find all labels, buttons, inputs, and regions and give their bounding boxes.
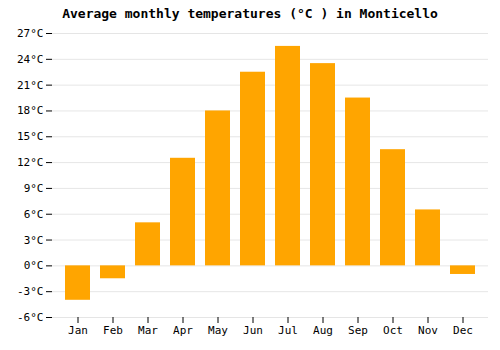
svg-text:Aug: Aug [313,324,333,337]
svg-text:27°C: 27°C [17,27,44,40]
svg-text:Feb: Feb [103,324,123,337]
svg-text:Mar: Mar [138,324,158,337]
svg-text:Jul: Jul [278,324,298,337]
svg-text:9°C: 9°C [24,182,44,195]
svg-text:3°C: 3°C [24,234,44,247]
svg-text:Nov: Nov [418,324,438,337]
svg-text:Oct: Oct [383,324,403,337]
svg-text:Jan: Jan [68,324,88,337]
svg-text:Jun: Jun [243,324,263,337]
svg-text:Sep: Sep [348,324,368,337]
svg-text:18°C: 18°C [17,104,44,117]
svg-text:24°C: 24°C [17,53,44,66]
svg-text:May: May [208,324,228,337]
svg-text:6°C: 6°C [24,208,44,221]
svg-text:-6°C: -6°C [17,311,44,324]
svg-text:Dec: Dec [453,324,473,337]
svg-text:Apr: Apr [173,324,193,337]
html-text:Average monthly temperatures (: Average monthly temperatures (°C ) in Mo… [62,6,438,21]
svg-text:15°C: 15°C [17,130,44,143]
svg-text:-3°C: -3°C [17,285,44,298]
svg-text:21°C: 21°C [17,79,44,92]
svg-text:0°C: 0°C [24,259,44,272]
svg-text:12°C: 12°C [17,156,44,169]
